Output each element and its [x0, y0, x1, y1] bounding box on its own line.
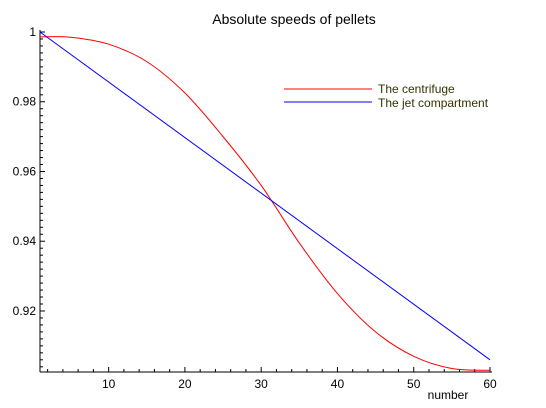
- y-tick-label: 1: [29, 25, 36, 39]
- x-tick-label: 20: [178, 377, 192, 391]
- x-tick-label: 30: [255, 377, 269, 391]
- x-axis-label: number: [428, 388, 469, 402]
- y-tick-label: 0.92: [13, 304, 37, 318]
- x-tick-label: 50: [407, 377, 421, 391]
- chart-title: Absolute speeds of pellets: [212, 11, 375, 27]
- y-tick-label: 0.96: [13, 164, 37, 178]
- legend: The centrifuge The jet compartment: [284, 82, 489, 110]
- x-tick-label: 10: [102, 377, 116, 391]
- legend-label-centrifuge: The centrifuge: [378, 82, 455, 96]
- y-tick-label: 0.94: [13, 234, 37, 248]
- x-tick-label: 60: [483, 377, 497, 391]
- legend-label-jet: The jet compartment: [378, 96, 489, 110]
- y-tick-label: 0.98: [13, 95, 37, 109]
- x-tick-label: 40: [331, 377, 345, 391]
